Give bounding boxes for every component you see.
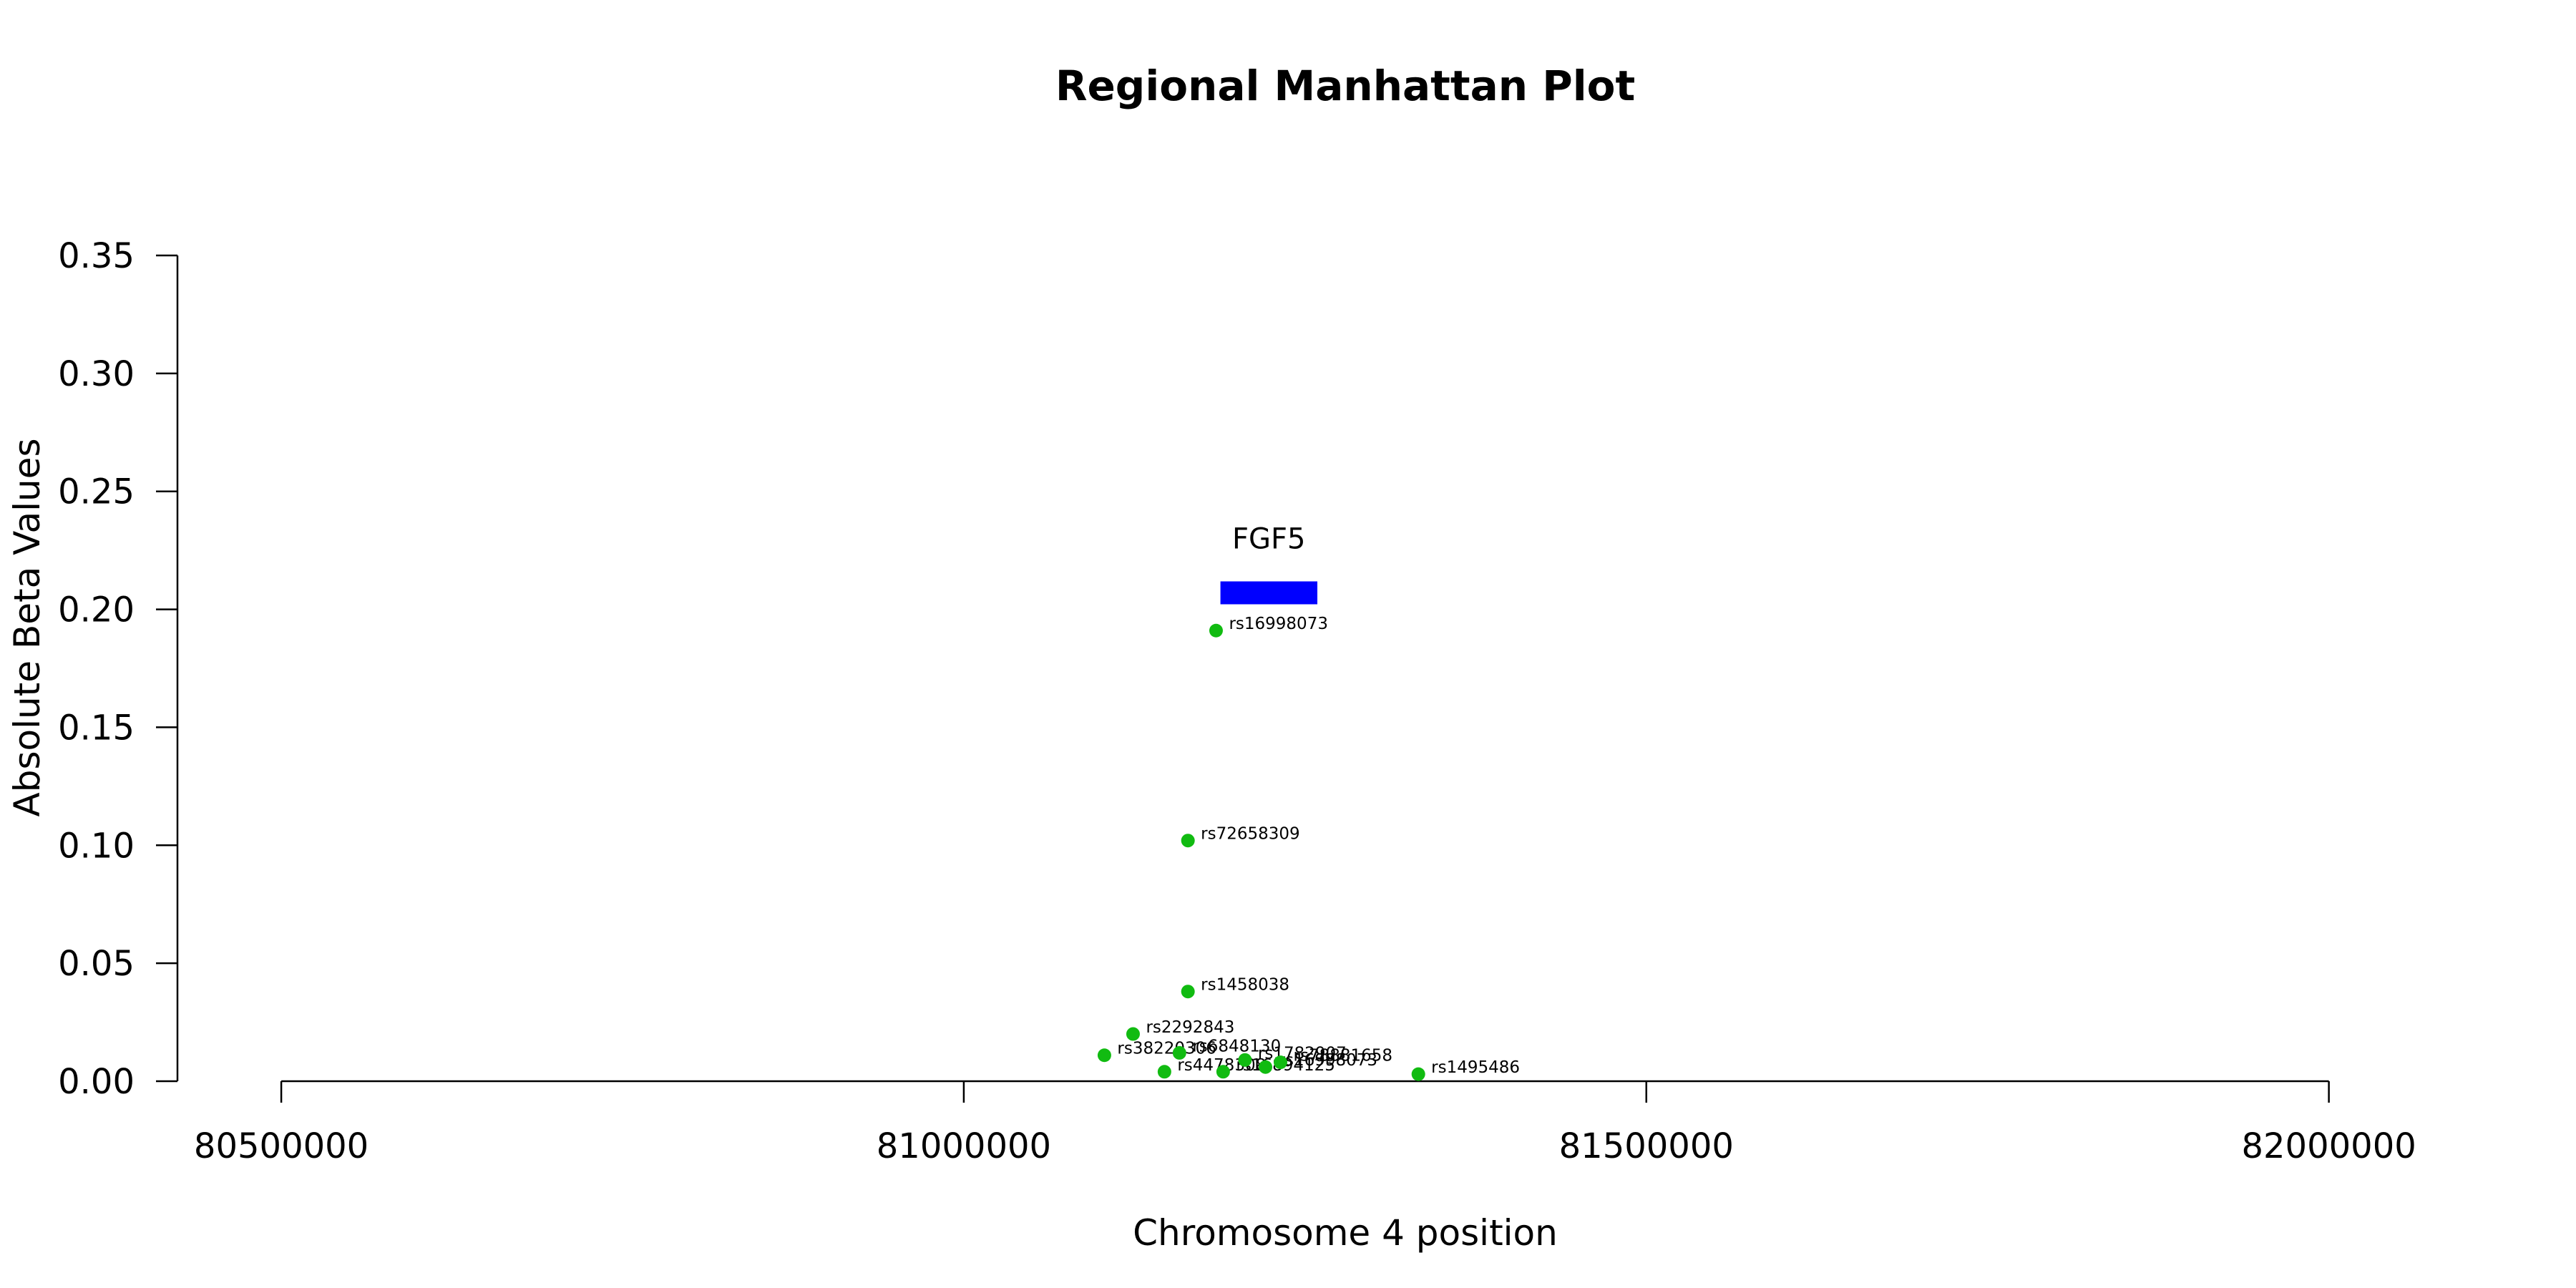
snp-point xyxy=(1209,623,1223,638)
snp-label: rs6848130 xyxy=(1192,1037,1281,1055)
snp-point xyxy=(1259,1060,1273,1074)
y-tick-label: 0.05 xyxy=(58,944,135,984)
snp-label: rs78881658 xyxy=(1294,1047,1393,1065)
snp-point xyxy=(1411,1067,1425,1081)
snp-label: rs16998073 xyxy=(1229,615,1328,633)
y-tick-label: 0.30 xyxy=(58,354,135,394)
chart-title: Regional Manhattan Plot xyxy=(1055,62,1635,110)
snp-point xyxy=(1181,985,1195,999)
snp-label: rs1782907 xyxy=(1258,1044,1347,1063)
snp-point xyxy=(1157,1065,1171,1079)
y-tick-label: 0.20 xyxy=(58,590,135,630)
y-axis-label: Absolute Beta Values xyxy=(6,439,48,817)
x-axis-label: Chromosome 4 position xyxy=(1133,1212,1558,1254)
snp-label: rs1458038 xyxy=(1201,976,1289,995)
snp-point xyxy=(1216,1065,1230,1079)
snp-point xyxy=(1172,1045,1186,1060)
y-tick-label: 0.15 xyxy=(58,708,135,748)
snp-point xyxy=(1238,1053,1252,1067)
gene-label: FGF5 xyxy=(1232,522,1305,555)
snp-point xyxy=(1181,834,1195,848)
snp-point xyxy=(1274,1055,1288,1070)
x-tick-label: 81500000 xyxy=(1559,1126,1734,1166)
y-tick-label: 0.00 xyxy=(58,1062,135,1102)
x-tick-label: 82000000 xyxy=(2241,1126,2416,1166)
y-axis: 0.00 0.05 0.10 0.15 0.20 0.25 0.30 0.35 xyxy=(58,236,179,1102)
y-tick-label: 0.10 xyxy=(58,826,135,866)
y-tick-label: 0.25 xyxy=(58,472,135,512)
snp-label: rs16998073 xyxy=(1279,1051,1378,1070)
x-axis: 80500000 81000000 81500000 82000000 xyxy=(194,1080,2416,1166)
snp-label: rs2292843 xyxy=(1146,1018,1234,1037)
y-tick-label: 0.35 xyxy=(58,236,135,276)
x-tick-label: 81000000 xyxy=(877,1126,1051,1166)
x-tick-label: 80500000 xyxy=(194,1126,369,1166)
gene-bar xyxy=(1220,581,1318,605)
snp-points: rs16998073rs72658309rs1458038rs2292843rs… xyxy=(1097,615,1520,1081)
snp-label: rs72658309 xyxy=(1201,825,1300,844)
gene-track: FGF5 xyxy=(1220,522,1318,605)
snp-label: rs1495486 xyxy=(1431,1058,1520,1077)
snp-point xyxy=(1126,1027,1140,1041)
snp-point xyxy=(1097,1048,1111,1063)
snp-label: rs38220306 xyxy=(1117,1040,1216,1058)
